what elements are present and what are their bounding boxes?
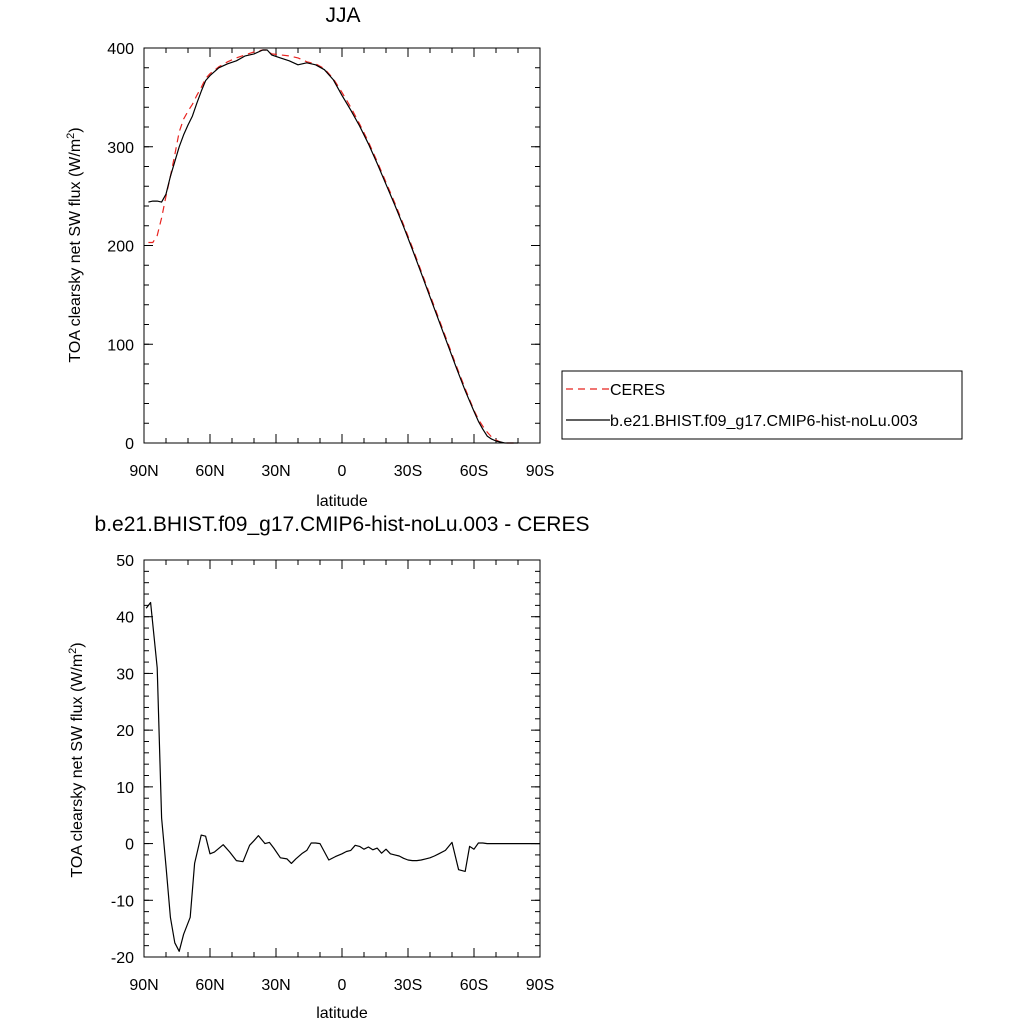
top-y-tick-label: 0: [125, 436, 134, 453]
bottom-y-axis-label: TOA clearsky net SW flux (W/m2): [67, 642, 86, 877]
bottom-plot-frame: [143, 559, 541, 958]
bottom-y-tick-label: 50: [116, 553, 134, 570]
legend-label-ceres: CERES: [610, 382, 665, 399]
bottom-y-tick-label: 30: [116, 666, 134, 683]
bottom-y-tick-label: -10: [111, 893, 134, 910]
bottom-y-tick-label: 40: [116, 610, 134, 627]
top-plot-frame: [143, 47, 541, 444]
top-x-tick-label: 0: [338, 463, 347, 480]
bottom-chart: b.e21.BHIST.f09_g17.CMIP6-hist-noLu.003 …: [67, 513, 589, 1022]
bottom-plot-area: 90N 60N 30N 0 30S 60S 90S -20 -10 0 10 20 30 40 50: [111, 553, 554, 994]
bottom-y-tick-label: 0: [125, 837, 134, 854]
bottom-x-axis-label: latitude: [316, 1005, 368, 1022]
bottom-x-tick-label: 90N: [129, 977, 158, 994]
bottom-x-tick-label: 0: [338, 977, 347, 994]
bottom-x-tick-label: 60N: [195, 977, 224, 994]
bottom-x-tick-label: 90S: [526, 977, 554, 994]
top-y-tick-label: 300: [107, 140, 134, 157]
top-x-tick-label: 30N: [261, 463, 290, 480]
top-x-tick-label: 60N: [195, 463, 224, 480]
top-chart-title: JJA: [325, 4, 360, 27]
bottom-y-tick-label: 10: [116, 780, 134, 797]
legend: CERES b.e21.BHIST.f09_g17.CMIP6-hist-noL…: [561, 370, 963, 440]
bottom-chart-title: b.e21.BHIST.f09_g17.CMIP6-hist-noLu.003 …: [95, 513, 590, 536]
bottom-x-tick-label: 30N: [261, 977, 290, 994]
top-y-tick-label: 200: [107, 239, 134, 256]
top-y-tick-label: 400: [107, 41, 134, 58]
top-x-tick-label: 30S: [394, 463, 422, 480]
bottom-y-tick-label: -20: [111, 950, 134, 967]
bottom-series-line-0: [145, 601, 540, 952]
bottom-y-tick-label: 20: [116, 723, 134, 740]
top-chart: JJA 90N 60N 30N 0 30S 60S 90S 0 100 200 300 400 lat…: [65, 4, 963, 510]
top-x-tick-label: 90N: [129, 463, 158, 480]
top-x-axis-label: latitude: [316, 493, 368, 510]
top-y-axis-label: TOA clearsky net SW flux (W/m2): [65, 127, 84, 362]
legend-label-model: b.e21.BHIST.f09_g17.CMIP6-hist-noLu.003: [610, 413, 918, 430]
top-x-tick-label: 90S: [526, 463, 554, 480]
top-y-tick-label: 100: [107, 337, 134, 354]
legend-box: [561, 370, 963, 440]
bottom-x-tick-label: 60S: [460, 977, 488, 994]
top-x-tick-label: 60S: [460, 463, 488, 480]
top-series-line-b-e21-bhist-f09-g17-cmip6-hist-nolu-003: [148, 49, 518, 444]
bottom-x-tick-label: 30S: [394, 977, 422, 994]
top-plot-area: 90N 60N 30N 0 30S 60S 90S 0 100 200 300 400: [107, 41, 554, 480]
top-series-line-ceres: [148, 49, 518, 444]
